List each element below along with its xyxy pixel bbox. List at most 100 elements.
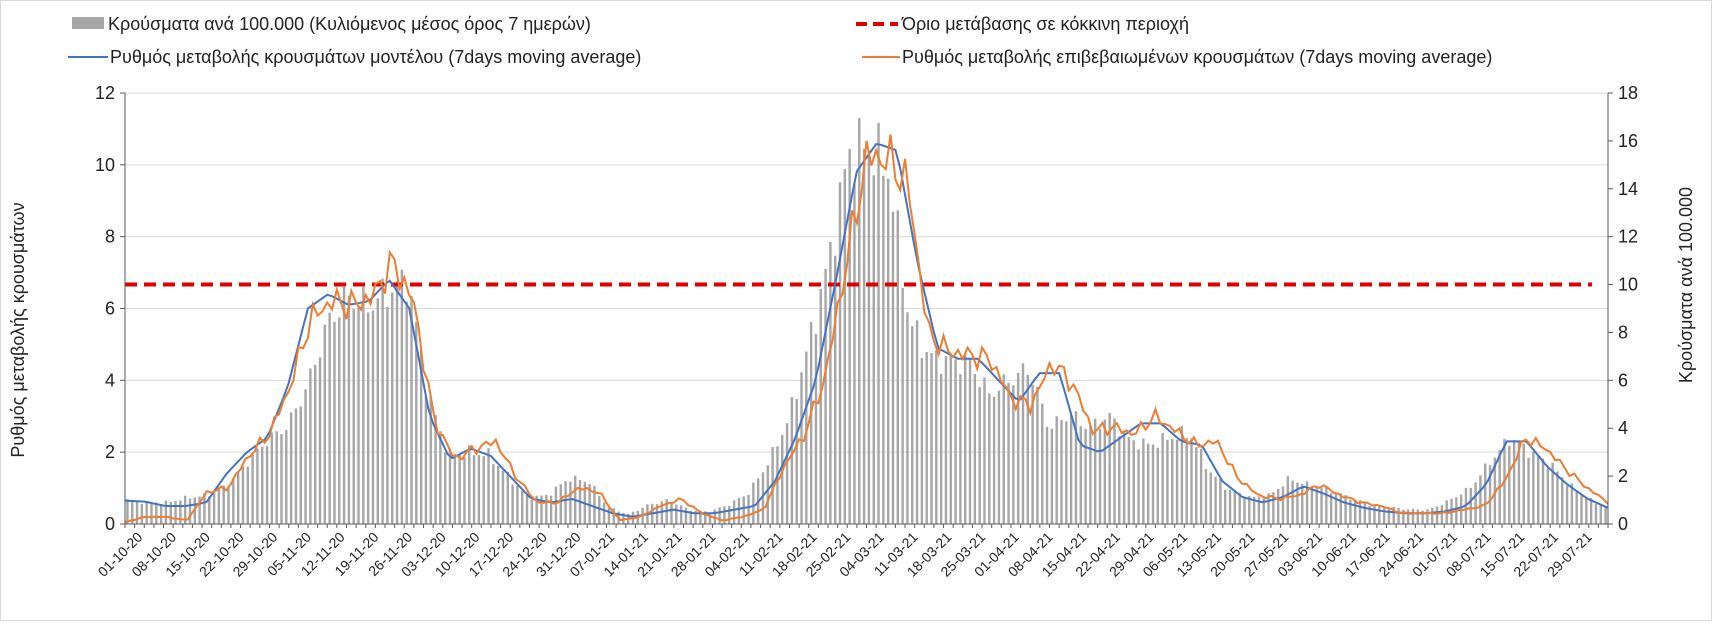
bar-day-306	[1599, 505, 1602, 524]
bar-day-136	[781, 434, 784, 524]
bar-day-91	[564, 481, 567, 524]
bar-day-66	[443, 452, 447, 524]
bar-day-185	[1016, 372, 1020, 524]
bar-day-245	[1305, 481, 1309, 524]
bar-day-51	[371, 310, 375, 524]
y-left-tick-label-2: 2	[105, 442, 115, 462]
bar-day-165	[920, 358, 924, 524]
bar-day-87	[545, 494, 548, 524]
bar-day-129	[747, 494, 750, 524]
bar-day-83	[525, 494, 529, 524]
bar-day-27	[256, 448, 259, 524]
bar-day-153	[862, 148, 866, 524]
bar-day-46	[347, 295, 351, 524]
bar-day-124	[723, 506, 726, 524]
bar-day-269	[1421, 510, 1424, 524]
bar-day-171	[949, 355, 952, 524]
bar-day-204	[1108, 413, 1111, 524]
bar-day-241	[1286, 476, 1290, 524]
bar-day-65	[439, 431, 442, 524]
bar-day-256	[1358, 500, 1362, 524]
bar-day-166	[925, 351, 928, 524]
bar-day-216	[1166, 439, 1169, 524]
bar-day-47	[352, 309, 355, 524]
bar-day-261	[1382, 507, 1386, 524]
bar-day-210	[1137, 449, 1140, 524]
bar-day-96	[588, 484, 591, 524]
lines-layer	[124, 134, 1609, 524]
bar-day-284	[1493, 457, 1497, 524]
bar-day-6	[155, 502, 158, 524]
bar-day-186	[1021, 363, 1025, 524]
bar-day-254	[1349, 499, 1352, 524]
bar-day-18	[212, 492, 216, 524]
bar-day-154	[867, 150, 871, 524]
bar-day-298	[1561, 477, 1564, 524]
bar-day-174	[964, 352, 967, 524]
bar-day-221	[1190, 438, 1193, 524]
bar-day-246	[1310, 488, 1314, 524]
y-right-tick-label-10: 10	[1618, 275, 1638, 295]
bar-day-56	[395, 281, 399, 524]
bar-day-235	[1257, 496, 1261, 524]
bar-day-17	[208, 496, 211, 524]
y-left-tick-label-0: 0	[105, 514, 115, 534]
bar-day-138	[790, 397, 794, 524]
bar-day-98	[598, 496, 601, 524]
bar-day-193	[1055, 416, 1058, 524]
bar-day-123	[718, 507, 721, 524]
bar-day-223	[1199, 448, 1203, 524]
bar-day-55	[391, 292, 394, 524]
bar-day-299	[1565, 485, 1569, 524]
bar-day-202	[1098, 429, 1102, 524]
bar-day-40	[318, 357, 322, 524]
bar-day-271	[1431, 507, 1434, 524]
line-confirmed	[124, 134, 1609, 524]
bar-day-140	[800, 372, 803, 524]
y-left-tick-label-8: 8	[105, 227, 115, 247]
bar-day-150	[848, 149, 851, 524]
bar-day-147	[834, 255, 837, 525]
bar-day-181	[997, 390, 1001, 524]
bar-day-88	[549, 495, 553, 524]
bar-day-295	[1546, 468, 1550, 524]
bar-day-100	[607, 507, 611, 524]
bar-day-266	[1406, 509, 1410, 524]
bar-day-156	[877, 122, 880, 524]
bar-day-161	[901, 288, 904, 524]
bar-day-289	[1517, 442, 1521, 524]
bar-day-199	[1084, 428, 1087, 524]
bar-day-132	[761, 472, 765, 524]
bar-day-195	[1065, 421, 1068, 524]
bar-day-114	[675, 504, 678, 524]
bar-day-304	[1589, 498, 1593, 524]
bar-day-25	[246, 466, 249, 524]
bar-day-251	[1334, 493, 1338, 524]
bar-day-211	[1142, 438, 1145, 524]
legend: Κρούσματα ανά 100.000 (Κυλιόμενος μέσος …	[68, 14, 1492, 67]
bar-day-205	[1113, 418, 1116, 524]
bar-day-67	[448, 448, 452, 524]
bar-day-54	[386, 306, 389, 524]
bar-day-243	[1296, 482, 1299, 524]
bar-day-225	[1209, 472, 1212, 524]
bar-day-81	[516, 485, 519, 524]
bar-day-279	[1469, 487, 1472, 524]
bar-day-183	[1007, 382, 1010, 524]
legend-label-threshold: Όριο μετάβασης σε κόκκινη περιοχή	[901, 14, 1189, 34]
bar-day-191	[1045, 426, 1049, 524]
y-right-tick-label-8: 8	[1618, 322, 1628, 342]
bar-day-73	[477, 454, 481, 524]
bar-day-215	[1161, 432, 1164, 524]
bar-day-168	[935, 350, 938, 524]
bar-day-80	[511, 484, 514, 524]
bar-day-234	[1252, 496, 1256, 524]
bar-day-29	[265, 446, 269, 524]
bar-day-146	[829, 241, 832, 524]
bar-day-86	[540, 495, 543, 524]
bar-day-273	[1440, 505, 1444, 524]
bar-day-143	[814, 334, 818, 524]
bar-day-52	[376, 298, 379, 524]
bar-day-282	[1484, 463, 1487, 524]
bar-day-206	[1118, 436, 1121, 524]
